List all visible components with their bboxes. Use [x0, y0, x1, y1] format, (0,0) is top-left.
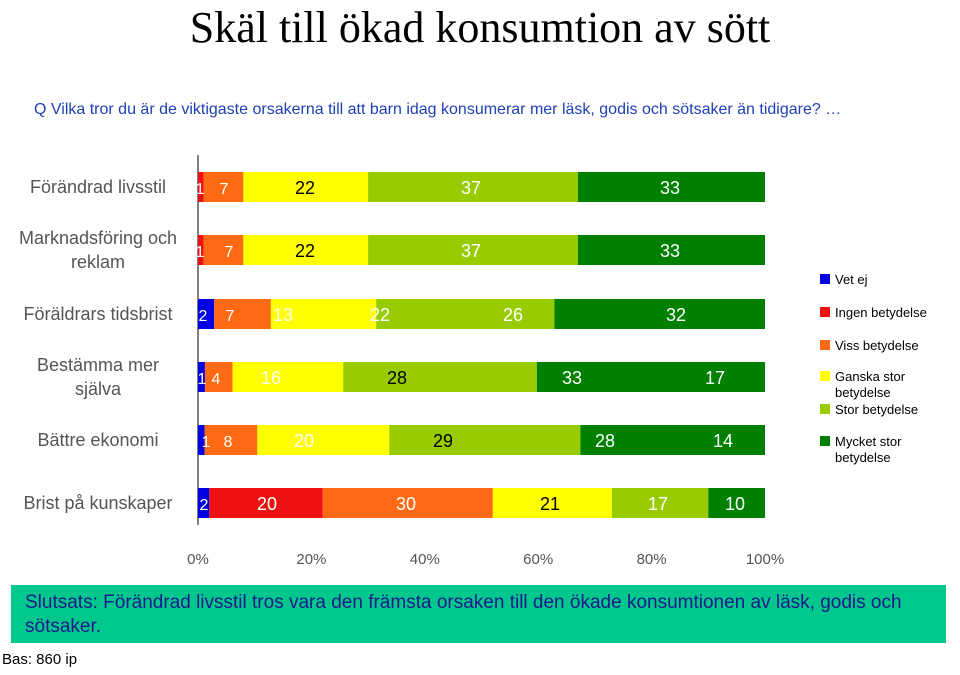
legend-label: Ganska stor betydelse: [835, 369, 906, 400]
conclusion-box: Slutsats: Förändrad livsstil tros vara d…: [11, 585, 946, 643]
bar-segment: [198, 488, 210, 518]
chart-title: Skäl till ökad konsumtion av sött: [189, 3, 771, 52]
legend-swatch: [820, 274, 830, 284]
data-label: 30: [396, 494, 416, 514]
bar-segment: [368, 172, 578, 202]
data-label: 7: [226, 308, 235, 325]
x-tick-label: 100%: [746, 551, 784, 568]
bar-segment: [198, 299, 215, 329]
bar-segment: [536, 362, 765, 392]
category-label: Bestämma mer: [37, 355, 159, 375]
data-label: 21: [540, 494, 560, 514]
data-label: 2: [199, 308, 208, 325]
data-label: 29: [433, 431, 453, 451]
bar-segment: [232, 362, 344, 392]
bar-segment: [270, 299, 377, 329]
category-label: Marknadsföring och: [19, 228, 177, 248]
data-label: 16: [261, 368, 281, 388]
x-tick-label: 20%: [296, 551, 326, 568]
data-label: 7: [220, 181, 229, 198]
data-label: 33: [660, 178, 680, 198]
data-label: 17: [648, 494, 668, 514]
bar-segment: [198, 362, 205, 392]
stacked-bar-chart: Förändrad livsstil Marknadsföring och rekl…: [19, 155, 784, 568]
x-tick-label: 80%: [637, 551, 667, 568]
category-label: Brist på kunskaper: [23, 493, 172, 513]
category-label: Föräldrars tidsbrist: [23, 304, 172, 324]
x-tick-label: 40%: [410, 551, 440, 568]
data-label: 10: [725, 494, 745, 514]
data-label: 1: [198, 371, 207, 388]
bar-segment: [580, 425, 765, 455]
data-label: 2: [200, 497, 209, 514]
legend-label: Viss betydelse: [835, 338, 919, 353]
bar-segment: [577, 235, 765, 265]
question-text: Q Vilka tror du är de viktigaste orsaker…: [34, 101, 842, 118]
bar-segment: [198, 235, 204, 265]
category-label: reklam: [71, 252, 125, 272]
legend-swatch: [820, 307, 830, 317]
bar-segment: [243, 235, 369, 265]
legend-swatch: [820, 340, 830, 350]
data-label: 20: [294, 431, 314, 451]
bar-segment: [243, 172, 369, 202]
data-label: 37: [461, 241, 481, 261]
bar-segment: [376, 299, 555, 329]
x-tick-label: 0%: [187, 551, 209, 568]
data-label: 37: [461, 178, 481, 198]
base-note: Bas: 860 ip: [2, 651, 78, 668]
category-label: Bättre ekonomi: [37, 430, 158, 450]
bar-segment: [203, 172, 244, 202]
data-label: 1: [202, 434, 211, 451]
bar-segment: [257, 425, 390, 455]
legend-swatch: [820, 404, 830, 414]
data-label: 14: [713, 431, 733, 451]
x-tick-label: 60%: [523, 551, 553, 568]
data-label: 7: [225, 244, 234, 261]
bar-segment: [209, 488, 323, 518]
bar-segment: [204, 362, 233, 392]
data-label: 22: [295, 178, 315, 198]
data-label: 28: [387, 368, 407, 388]
legend-label: Vet ej: [835, 272, 868, 287]
legend-label: Ingen betydelse: [835, 305, 927, 320]
bar-segment: [389, 425, 581, 455]
legend-swatch: [820, 436, 830, 446]
data-label: 33: [562, 368, 582, 388]
bar-segment: [198, 172, 204, 202]
legend-label: Mycket stor betydelse: [835, 434, 902, 465]
data-label: 33: [660, 241, 680, 261]
data-label: 1: [196, 181, 205, 198]
data-label: 32: [666, 305, 686, 325]
bar-segment: [322, 488, 493, 518]
category-label: själva: [75, 379, 122, 399]
bar-segment: [203, 235, 244, 265]
data-label: 28: [595, 431, 615, 451]
conclusion-text: Slutsats: Förändrad livsstil tros vara d…: [25, 592, 902, 637]
legend-swatch: [820, 371, 830, 381]
bar-segment: [214, 299, 271, 329]
data-label: 22: [370, 305, 390, 325]
data-label: 4: [212, 371, 221, 388]
legend-label: Stor betydelse: [835, 402, 919, 417]
bar-segment: [198, 425, 205, 455]
bar-segment: [554, 299, 765, 329]
data-label: 26: [503, 305, 523, 325]
data-label: 1: [196, 244, 205, 261]
bar-segment: [204, 425, 258, 455]
data-label: 13: [273, 305, 293, 325]
bar-segment: [492, 488, 612, 518]
data-label: 17: [705, 368, 725, 388]
data-label: 22: [295, 241, 315, 261]
data-label: 8: [224, 434, 233, 451]
category-label: Förändrad livsstil: [30, 177, 166, 197]
bar-segment: [577, 172, 765, 202]
bar-segment: [343, 362, 537, 392]
bar-segment: [708, 488, 765, 518]
data-label: 20: [257, 494, 277, 514]
bar-segment: [368, 235, 578, 265]
bar-segment: [611, 488, 709, 518]
